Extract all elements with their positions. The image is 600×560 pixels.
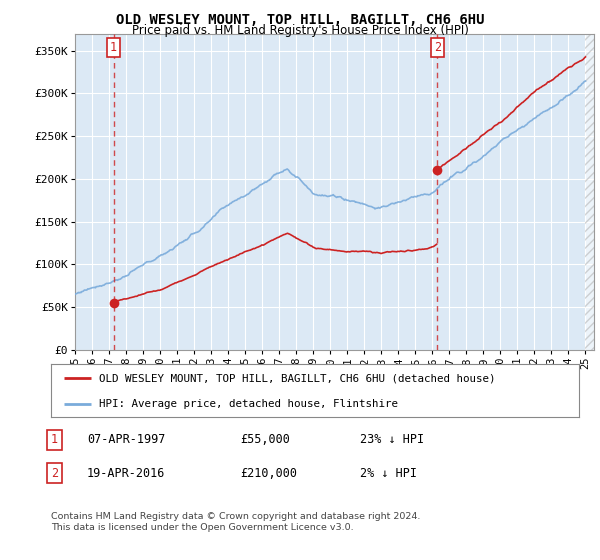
Text: 2% ↓ HPI: 2% ↓ HPI — [360, 466, 417, 480]
Text: 1: 1 — [51, 433, 58, 446]
Text: 2: 2 — [434, 41, 441, 54]
Text: Contains HM Land Registry data © Crown copyright and database right 2024.
This d: Contains HM Land Registry data © Crown c… — [51, 512, 421, 532]
Text: £55,000: £55,000 — [240, 433, 290, 446]
Text: Price paid vs. HM Land Registry's House Price Index (HPI): Price paid vs. HM Land Registry's House … — [131, 24, 469, 37]
Text: 1: 1 — [110, 41, 117, 54]
Text: OLD WESLEY MOUNT, TOP HILL, BAGILLT, CH6 6HU (detached house): OLD WESLEY MOUNT, TOP HILL, BAGILLT, CH6… — [98, 374, 495, 384]
Text: OLD WESLEY MOUNT, TOP HILL, BAGILLT, CH6 6HU: OLD WESLEY MOUNT, TOP HILL, BAGILLT, CH6… — [116, 13, 484, 27]
Text: 19-APR-2016: 19-APR-2016 — [87, 466, 166, 480]
Text: £210,000: £210,000 — [240, 466, 297, 480]
Text: 2: 2 — [51, 466, 58, 480]
Text: 07-APR-1997: 07-APR-1997 — [87, 433, 166, 446]
Text: HPI: Average price, detached house, Flintshire: HPI: Average price, detached house, Flin… — [98, 399, 398, 409]
Text: 23% ↓ HPI: 23% ↓ HPI — [360, 433, 424, 446]
